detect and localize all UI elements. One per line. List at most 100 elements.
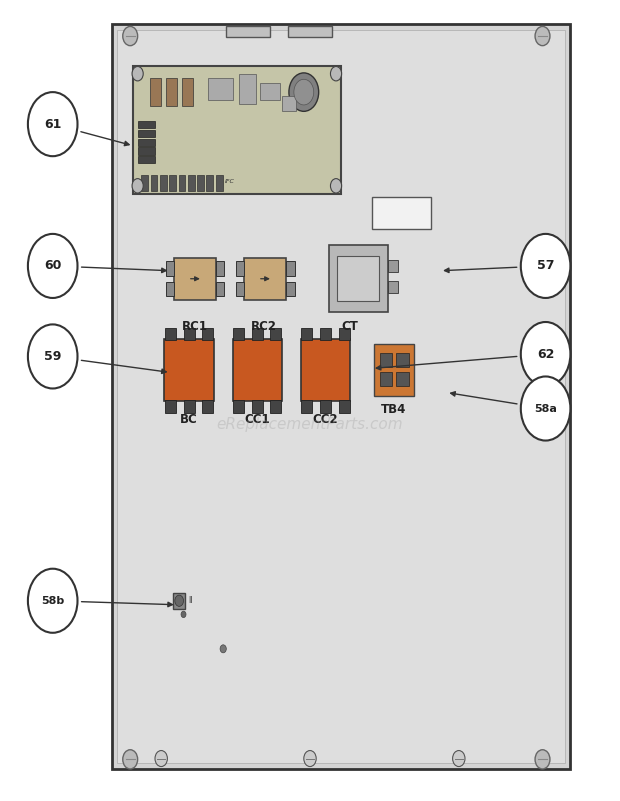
FancyBboxPatch shape — [329, 245, 388, 312]
FancyBboxPatch shape — [252, 400, 263, 413]
FancyBboxPatch shape — [244, 258, 286, 300]
Text: II: II — [188, 596, 193, 606]
FancyBboxPatch shape — [138, 130, 155, 137]
Text: BC: BC — [180, 413, 198, 425]
Text: CC1: CC1 — [244, 413, 270, 425]
FancyBboxPatch shape — [226, 26, 270, 37]
Circle shape — [289, 73, 319, 111]
FancyBboxPatch shape — [233, 400, 244, 413]
FancyBboxPatch shape — [372, 197, 431, 229]
FancyBboxPatch shape — [388, 260, 398, 272]
FancyBboxPatch shape — [339, 328, 350, 340]
FancyBboxPatch shape — [270, 328, 281, 340]
Circle shape — [535, 750, 550, 769]
FancyBboxPatch shape — [173, 593, 185, 609]
Circle shape — [132, 179, 143, 193]
Text: IFC: IFC — [224, 179, 234, 184]
FancyBboxPatch shape — [320, 328, 331, 340]
FancyBboxPatch shape — [169, 175, 176, 191]
Text: 57: 57 — [537, 260, 554, 272]
FancyBboxPatch shape — [202, 328, 213, 340]
Text: 58a: 58a — [534, 404, 557, 413]
Circle shape — [28, 92, 78, 156]
Text: 59: 59 — [44, 350, 61, 363]
FancyBboxPatch shape — [396, 353, 409, 367]
FancyBboxPatch shape — [286, 261, 294, 276]
FancyBboxPatch shape — [232, 339, 282, 401]
FancyBboxPatch shape — [188, 175, 195, 191]
FancyBboxPatch shape — [288, 26, 332, 37]
FancyBboxPatch shape — [339, 400, 350, 413]
FancyBboxPatch shape — [216, 261, 224, 276]
Circle shape — [294, 79, 314, 105]
FancyBboxPatch shape — [182, 78, 193, 106]
Circle shape — [28, 234, 78, 298]
FancyBboxPatch shape — [184, 400, 195, 413]
FancyBboxPatch shape — [184, 328, 195, 340]
Circle shape — [181, 611, 186, 618]
Circle shape — [132, 66, 143, 81]
FancyBboxPatch shape — [197, 175, 204, 191]
FancyBboxPatch shape — [260, 83, 280, 100]
FancyBboxPatch shape — [216, 282, 224, 296]
FancyBboxPatch shape — [301, 400, 312, 413]
FancyBboxPatch shape — [138, 147, 155, 155]
Text: 58b: 58b — [41, 596, 64, 606]
FancyBboxPatch shape — [301, 328, 312, 340]
FancyBboxPatch shape — [239, 74, 256, 104]
FancyBboxPatch shape — [282, 96, 296, 111]
Circle shape — [453, 751, 465, 767]
Circle shape — [28, 569, 78, 633]
Text: CC2: CC2 — [312, 413, 339, 425]
Circle shape — [330, 66, 342, 81]
FancyBboxPatch shape — [270, 400, 281, 413]
Circle shape — [28, 324, 78, 388]
FancyBboxPatch shape — [179, 175, 185, 191]
FancyBboxPatch shape — [208, 78, 232, 100]
Circle shape — [304, 751, 316, 767]
Text: TB4: TB4 — [381, 403, 406, 416]
FancyBboxPatch shape — [286, 282, 294, 296]
FancyBboxPatch shape — [160, 175, 167, 191]
FancyBboxPatch shape — [216, 175, 223, 191]
Circle shape — [521, 322, 570, 386]
FancyBboxPatch shape — [320, 400, 331, 413]
Circle shape — [175, 595, 184, 606]
Text: RC1: RC1 — [182, 320, 208, 333]
FancyBboxPatch shape — [374, 344, 414, 396]
FancyBboxPatch shape — [166, 78, 177, 106]
FancyBboxPatch shape — [202, 400, 213, 413]
Circle shape — [535, 26, 550, 46]
FancyBboxPatch shape — [164, 339, 214, 401]
FancyBboxPatch shape — [206, 175, 213, 191]
FancyBboxPatch shape — [166, 282, 174, 296]
Text: 60: 60 — [44, 260, 61, 272]
FancyBboxPatch shape — [380, 372, 392, 386]
Text: 61: 61 — [44, 118, 61, 131]
FancyBboxPatch shape — [396, 372, 409, 386]
FancyBboxPatch shape — [236, 282, 244, 296]
Text: eReplacementParts.com: eReplacementParts.com — [216, 417, 404, 432]
Circle shape — [220, 645, 226, 653]
FancyBboxPatch shape — [165, 328, 176, 340]
FancyBboxPatch shape — [380, 353, 392, 367]
Text: RC2: RC2 — [250, 320, 277, 333]
FancyBboxPatch shape — [165, 400, 176, 413]
Circle shape — [123, 750, 138, 769]
Circle shape — [521, 234, 570, 298]
Circle shape — [330, 179, 342, 193]
FancyBboxPatch shape — [133, 66, 341, 194]
FancyBboxPatch shape — [233, 328, 244, 340]
Circle shape — [123, 26, 138, 46]
FancyBboxPatch shape — [138, 156, 155, 163]
FancyBboxPatch shape — [150, 78, 161, 106]
Circle shape — [521, 376, 570, 441]
FancyBboxPatch shape — [138, 139, 155, 146]
Text: 62: 62 — [537, 348, 554, 360]
Circle shape — [155, 751, 167, 767]
FancyBboxPatch shape — [141, 175, 148, 191]
FancyBboxPatch shape — [166, 261, 174, 276]
FancyBboxPatch shape — [301, 339, 350, 401]
FancyBboxPatch shape — [117, 30, 565, 763]
FancyBboxPatch shape — [174, 258, 216, 300]
